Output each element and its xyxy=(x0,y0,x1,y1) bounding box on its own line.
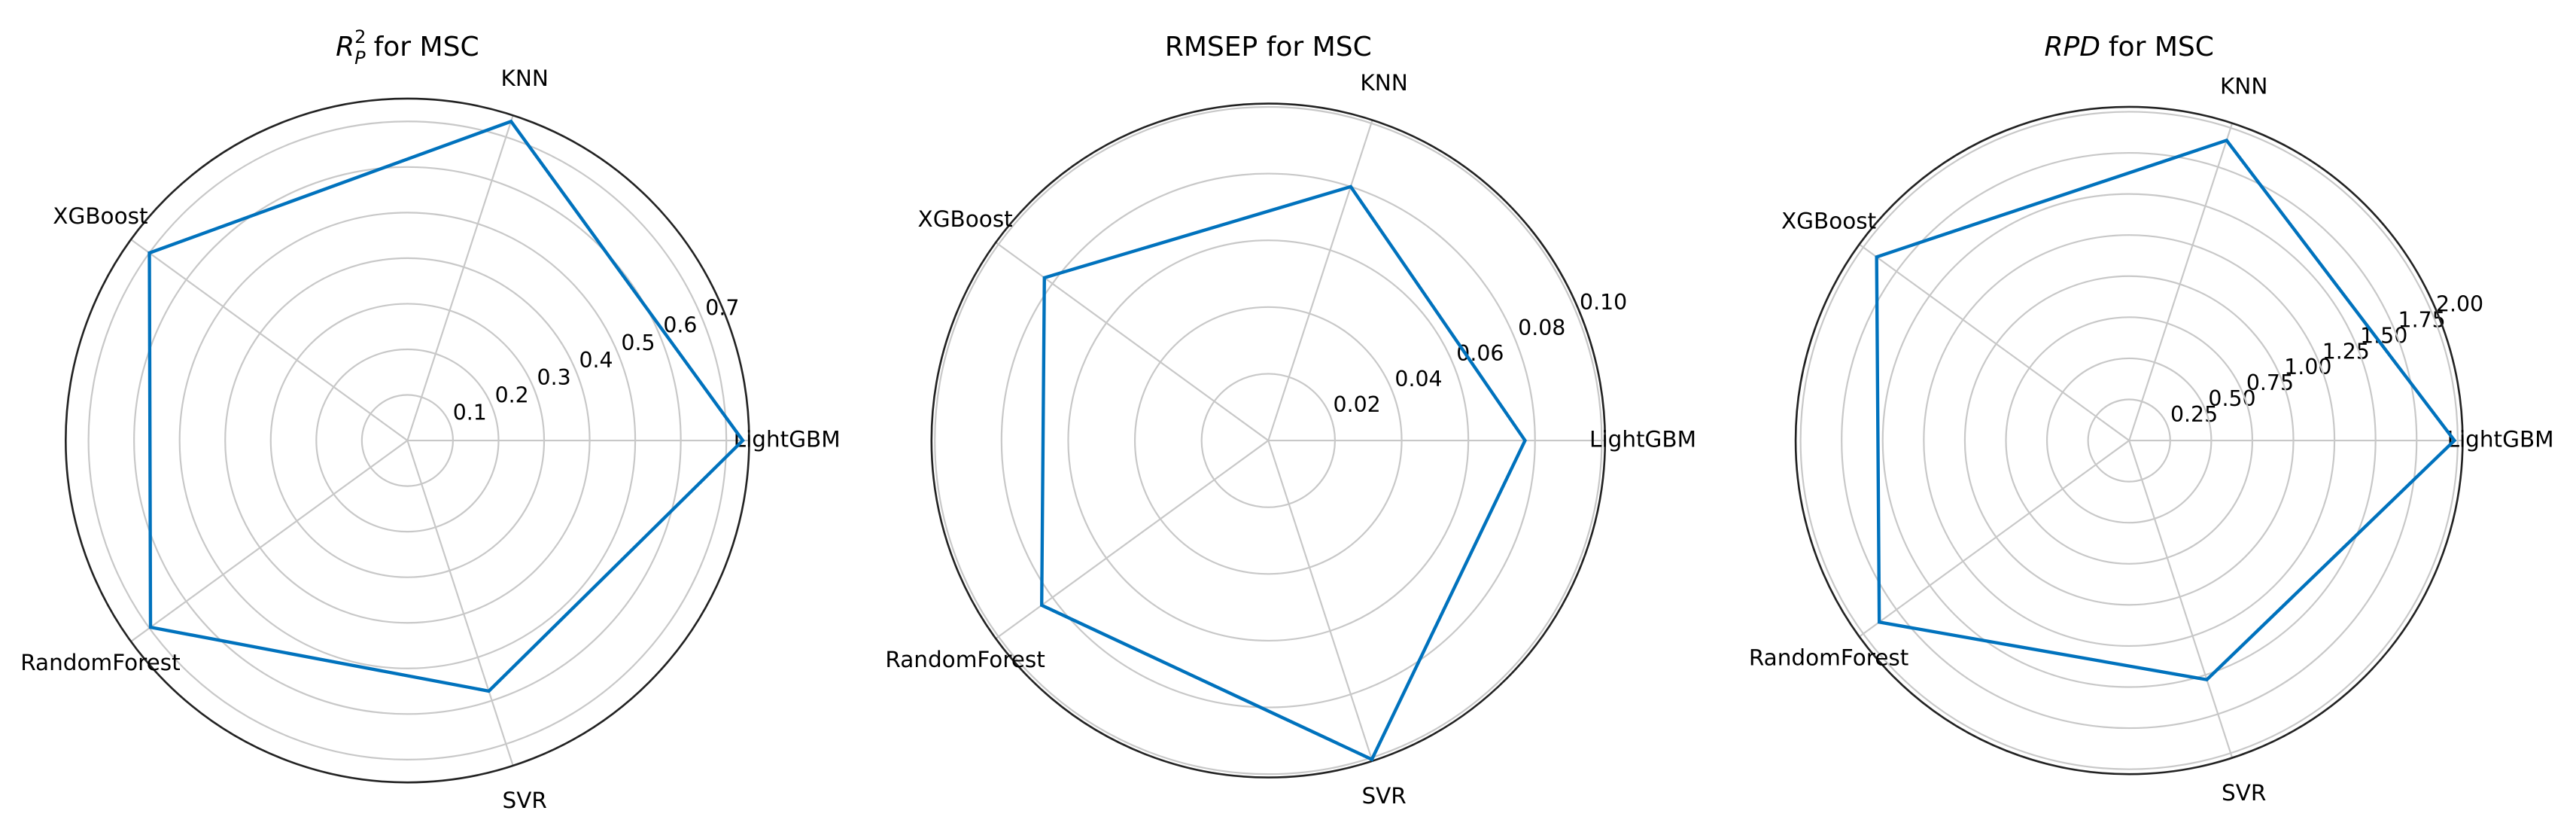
chart-title: RMSEP for MSC xyxy=(1165,32,1372,62)
spoke xyxy=(995,242,1269,441)
category-label: KNN xyxy=(2220,73,2267,99)
category-label: SVR xyxy=(1361,783,1406,809)
title-text: for MSC xyxy=(374,32,479,62)
r-tick-label: 0.10 xyxy=(1580,290,1627,315)
outer-frame xyxy=(65,97,750,784)
r-tick-label: 0.2 xyxy=(495,382,529,407)
title-symbol: R xyxy=(336,32,354,62)
title-symbol: RPD xyxy=(2044,32,2100,62)
r-tick-label: 0.6 xyxy=(663,313,697,338)
category-label: RandomForest xyxy=(20,650,180,675)
r-tick-label: 0.4 xyxy=(579,348,613,373)
title-superscript: 2 xyxy=(354,26,366,47)
category-label: LightGBM xyxy=(734,427,841,453)
spoke xyxy=(1267,120,1373,441)
spoke xyxy=(2128,123,2234,441)
spoke xyxy=(2128,440,2234,758)
radar-chart: 0.020.040.060.080.10LightGBMKNNXGBoostRa… xyxy=(885,32,1696,809)
outer-frame xyxy=(930,102,1607,779)
radar-line xyxy=(148,119,745,693)
r-tick-label: 2.00 xyxy=(2436,292,2483,317)
spoke xyxy=(130,239,409,441)
category-label: XGBoost xyxy=(1781,209,1876,234)
r-tick-label: 0.3 xyxy=(537,365,571,390)
spoke xyxy=(995,440,1269,639)
category-label: SVR xyxy=(2222,780,2266,806)
r-tick-label: 0.04 xyxy=(1394,367,1442,392)
spoke xyxy=(406,114,514,441)
spoke xyxy=(1267,440,1373,762)
title-subscript: P xyxy=(354,47,366,69)
spoke xyxy=(1859,243,2130,441)
radar-line xyxy=(1875,138,2457,682)
r-tick-label: 0.5 xyxy=(621,331,655,355)
title-text: for MSC xyxy=(2109,32,2214,62)
category-label: KNN xyxy=(1360,70,1407,96)
category-label: RandomForest xyxy=(885,647,1045,672)
r-tick-label: 0.02 xyxy=(1334,392,1381,417)
title-text: RMSEP for MSC xyxy=(1165,32,1372,62)
category-label: RandomForest xyxy=(1749,645,1908,671)
category-label: XGBoost xyxy=(53,203,148,229)
r-tick-label: 0.1 xyxy=(453,401,487,425)
category-label: KNN xyxy=(501,66,549,91)
spoke xyxy=(1859,440,2130,638)
category-label: LightGBM xyxy=(2447,427,2554,453)
radar-chart: 0.10.20.30.40.50.60.7LightGBMKNNXGBoostR… xyxy=(20,26,840,813)
radar-chart: 0.250.500.751.001.251.501.752.00LightGBM… xyxy=(1749,32,2554,806)
outer-frame xyxy=(1794,105,2464,776)
spoke xyxy=(406,440,514,766)
category-label: LightGBM xyxy=(1589,427,1696,453)
chart-title: RPD for MSC xyxy=(2044,32,2213,62)
spoke xyxy=(130,440,409,642)
category-label: SVR xyxy=(503,788,547,813)
r-tick-label: 0.08 xyxy=(1518,315,1565,340)
radar-line xyxy=(1040,184,1528,762)
category-label: XGBoost xyxy=(918,206,1013,232)
